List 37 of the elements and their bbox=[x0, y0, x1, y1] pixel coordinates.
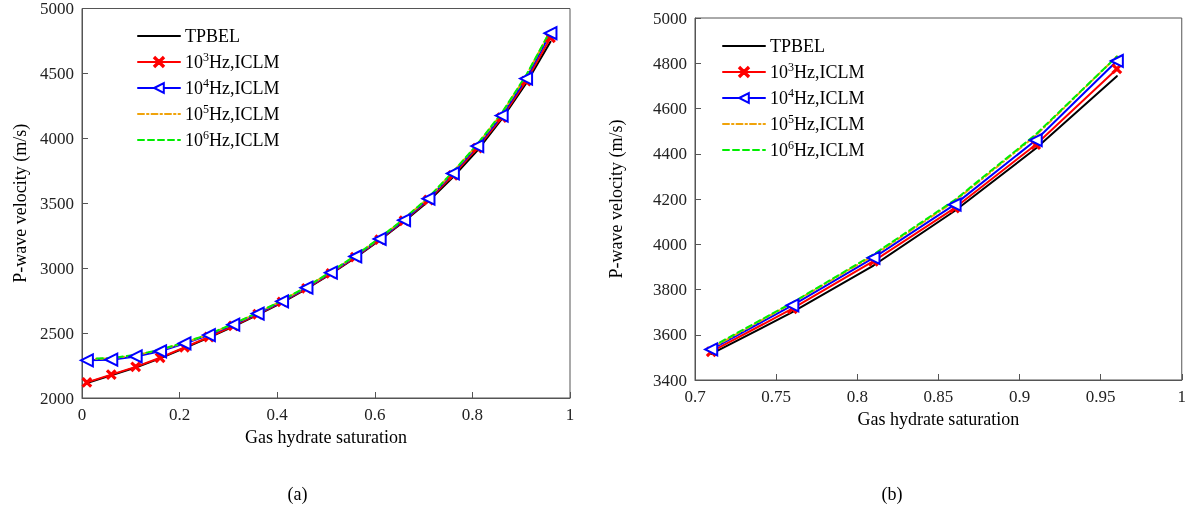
x-tick-label: 1 bbox=[1177, 387, 1186, 406]
x-tick-label: 0.85 bbox=[923, 387, 954, 406]
y-tick-label: 3000 bbox=[40, 258, 74, 278]
y-tick-label: 4500 bbox=[40, 63, 74, 83]
x-axis-title: Gas hydrate saturation bbox=[245, 427, 407, 447]
y-tick-label: 2500 bbox=[40, 323, 74, 343]
x-axis-title: Gas hydrate saturation bbox=[857, 409, 1020, 429]
x-tick-label: 0.6 bbox=[364, 405, 386, 424]
y-tick-label: 2000 bbox=[40, 388, 74, 408]
x-tick-label: 0.2 bbox=[168, 405, 191, 424]
x-tick-label: 0.95 bbox=[1085, 387, 1116, 406]
x-tick-label: 0.9 bbox=[1008, 387, 1031, 406]
legend-label: TPBEL bbox=[185, 26, 241, 46]
text: (a) bbox=[287, 484, 308, 505]
y-tick-label: 5000 bbox=[40, 0, 74, 18]
y-axis-title: P-wave velocity (m/s) bbox=[10, 123, 32, 283]
y-tick-label: 4200 bbox=[653, 189, 687, 209]
x-tick-label: 0.4 bbox=[266, 405, 289, 424]
y-tick-label: 3600 bbox=[653, 325, 687, 345]
y-tick-label: 4600 bbox=[653, 99, 687, 118]
x-tick-label: 0.7 bbox=[684, 387, 707, 406]
x-tick-label: 0.8 bbox=[846, 387, 868, 406]
y-tick-label: 4000 bbox=[40, 128, 74, 148]
y-axis-title: P-wave velocity (m/s) bbox=[606, 119, 627, 279]
x-tick-label: 0 bbox=[77, 405, 87, 424]
x-tick-label: 0.75 bbox=[761, 387, 791, 406]
y-tick-label: 3400 bbox=[653, 370, 687, 390]
y-tick-label: 4400 bbox=[653, 144, 687, 164]
x-tick-label: 0.8 bbox=[461, 405, 484, 424]
legend-label: TPBEL bbox=[770, 36, 826, 56]
y-tick-label: 3800 bbox=[653, 280, 687, 299]
y-tick-label: 4800 bbox=[653, 53, 687, 73]
y-tick-label: 5000 bbox=[653, 8, 687, 28]
text: (b) bbox=[881, 484, 903, 505]
y-tick-label: 3500 bbox=[40, 193, 74, 213]
y-tick-label: 4000 bbox=[653, 234, 687, 254]
x-tick-label: 1 bbox=[565, 405, 575, 424]
